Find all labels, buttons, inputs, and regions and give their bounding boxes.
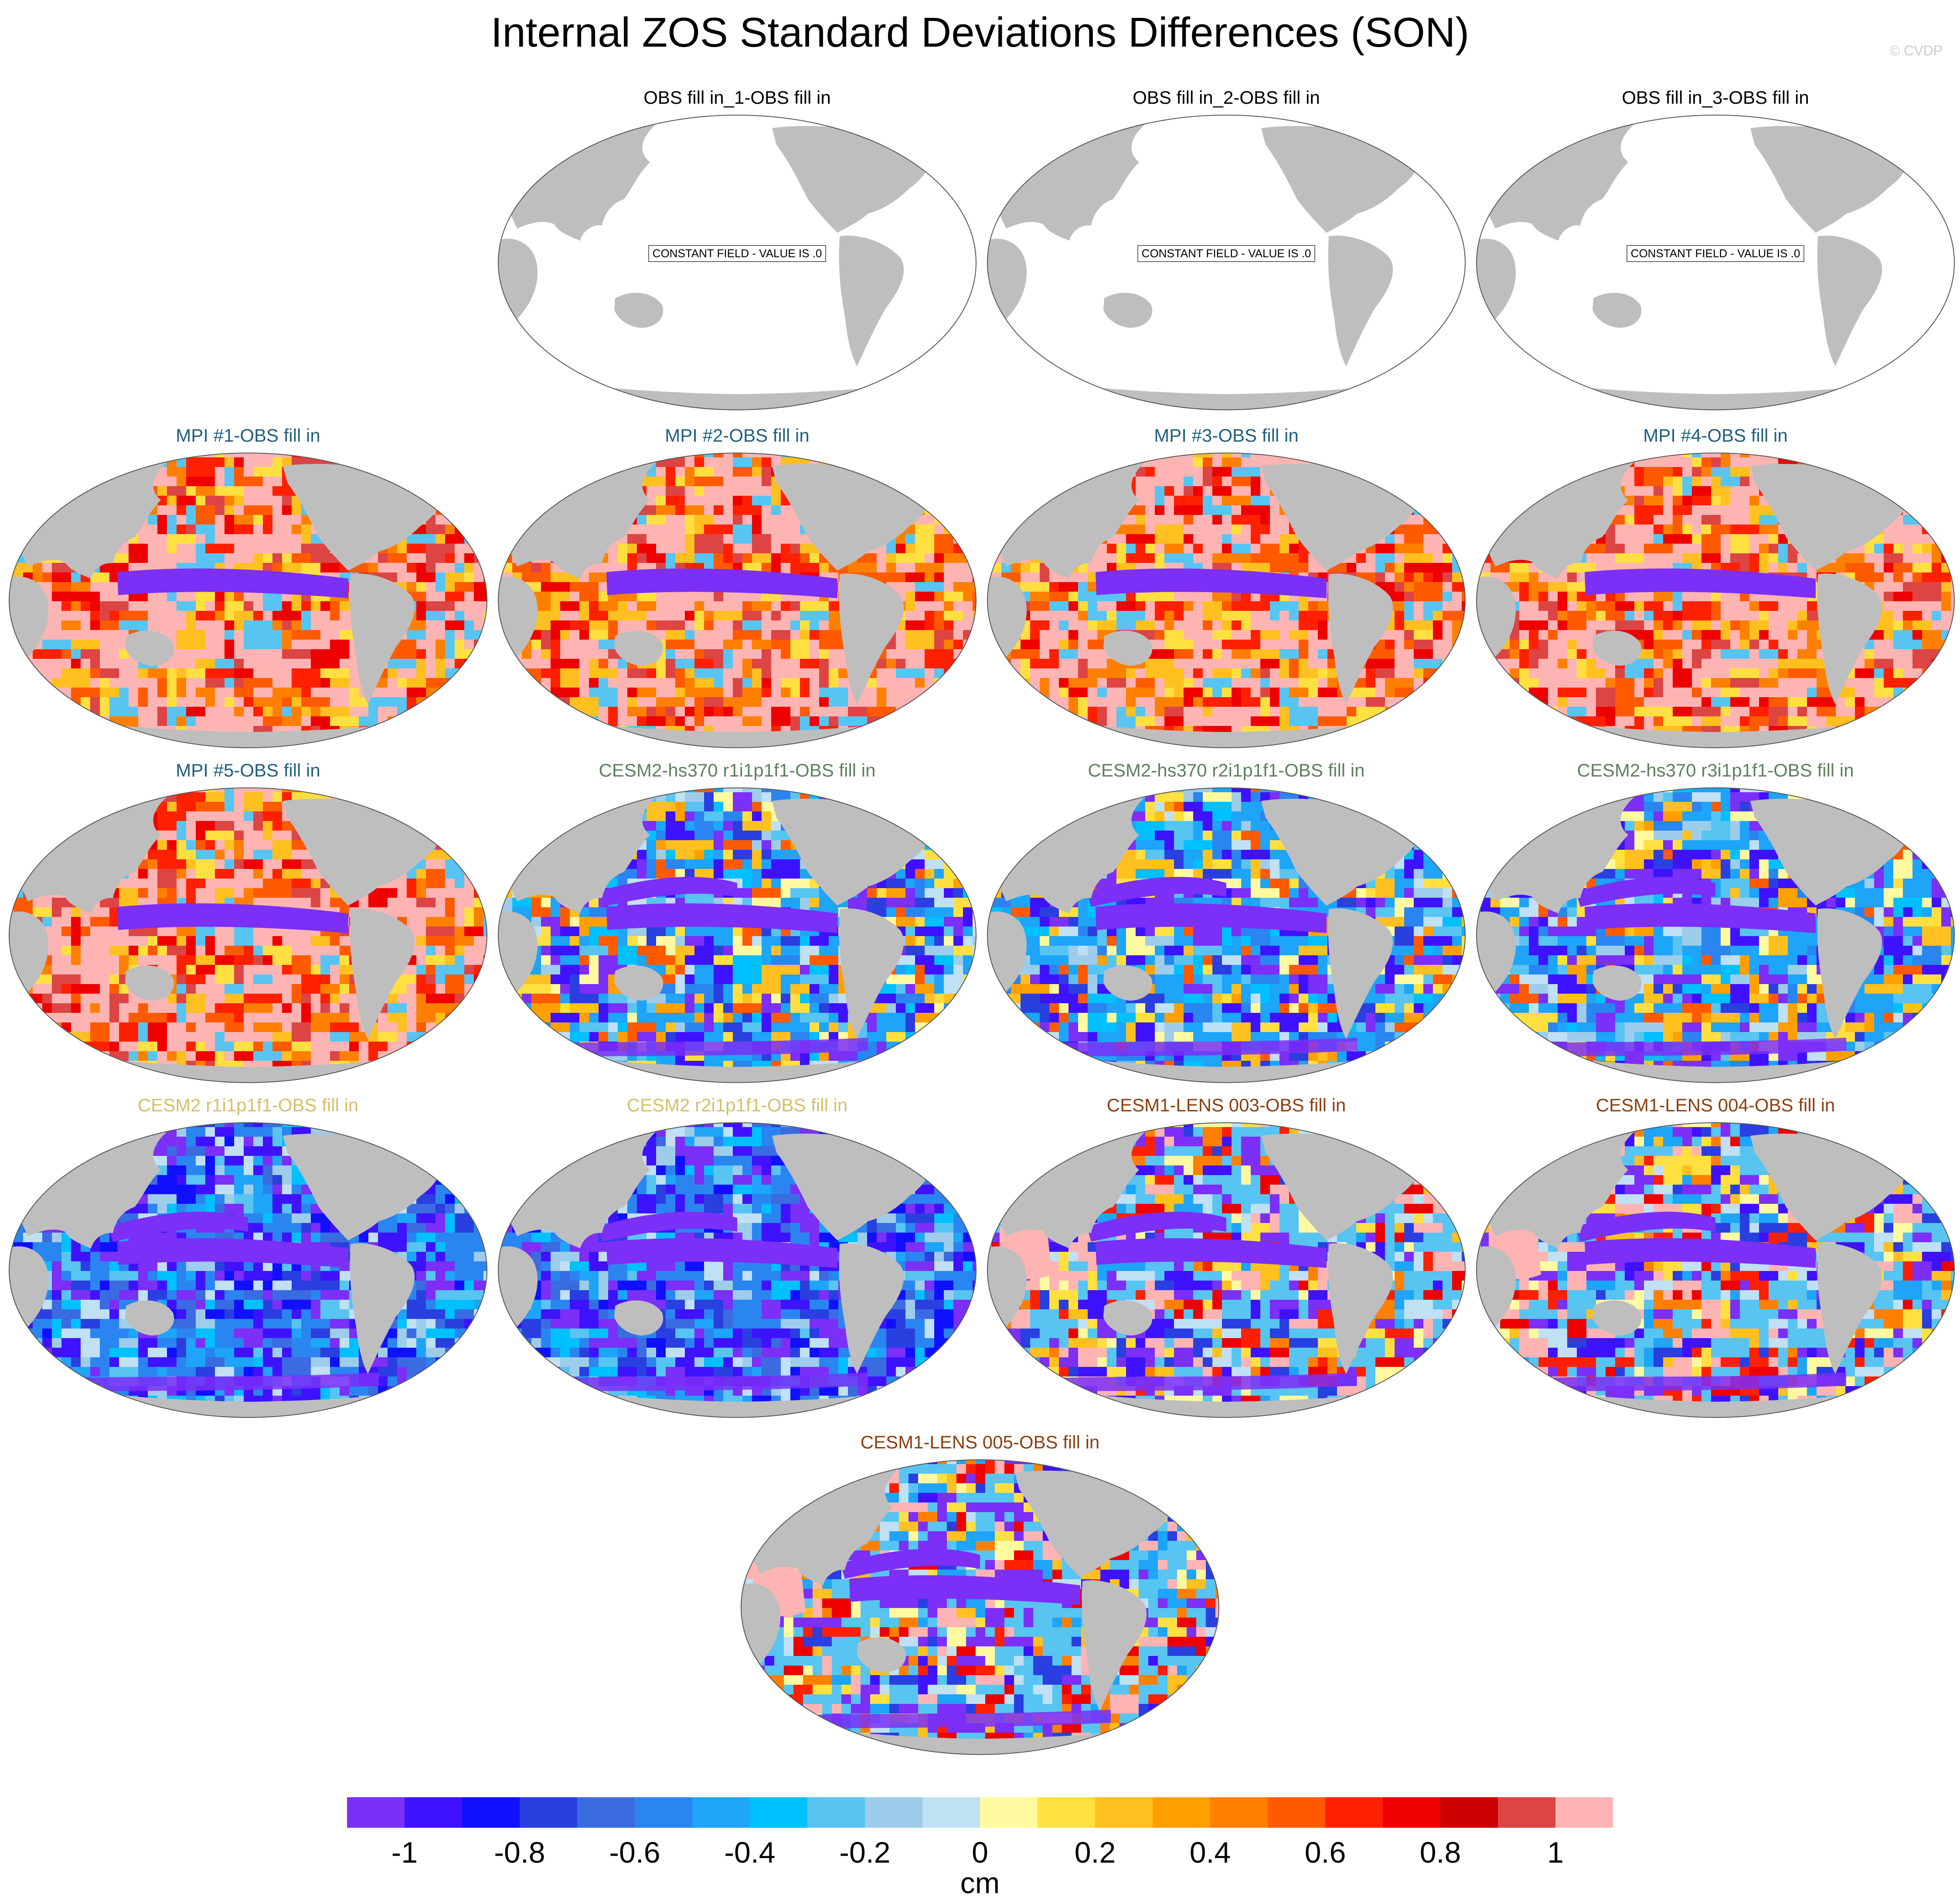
panel-title: CESM1-LENS 005-OBS fill in: [860, 1432, 1100, 1452]
colorbar-swatch: [692, 1797, 750, 1828]
world-map: [9, 1122, 487, 1418]
cvdp-credit: © CVDP: [1889, 43, 1943, 58]
panel-title: CESM2-hs370 r1i1p1f1-OBS fill in: [599, 760, 876, 780]
world-map: [987, 453, 1466, 748]
panel-title: CESM2 r2i1p1f1-OBS fill in: [626, 1095, 848, 1115]
constant-field-label: CONSTANT FIELD - VALUE IS .0: [982, 245, 1470, 262]
colorbar-swatch: [1440, 1797, 1498, 1828]
colorbar-tick-label: 0.2: [1074, 1836, 1116, 1869]
colorbar-tick-label: 0: [972, 1836, 988, 1869]
panel-cesm1-lens-005: CESM1-LENS 005-OBS fill in: [736, 1430, 1224, 1775]
colorbar-swatch: [1095, 1797, 1153, 1828]
panel-mpi-5: MPI #5-OBS fill in: [4, 758, 492, 1103]
colorbar-tick-label: 0.4: [1189, 1836, 1231, 1869]
colorbar-tick-label: -1: [391, 1836, 418, 1869]
colorbar-tick-label: 0.8: [1419, 1836, 1461, 1869]
world-map: [498, 787, 977, 1083]
colorbar-tick-label: 0.6: [1304, 1836, 1346, 1869]
panel-title: OBS fill in_2-OBS fill in: [1133, 87, 1320, 108]
world-map: [1476, 787, 1955, 1083]
world-map: [498, 1122, 977, 1418]
colorbar-swatch: [922, 1797, 980, 1828]
colorbar-tick-label: -0.8: [494, 1836, 545, 1869]
panel-obs-fill-in-2: OBS fill in_2-OBS fill in CONSTANT FIELD…: [982, 85, 1470, 430]
panel-mpi-2: MPI #2-OBS fill in: [493, 423, 981, 768]
colorbar-tick-label: 1: [1547, 1836, 1564, 1869]
panel-obs-fill-in-3: OBS fill in_3-OBS fill in CONSTANT FIELD…: [1471, 85, 1960, 430]
colorbar: [347, 1797, 1613, 1828]
world-map: [1476, 1122, 1955, 1418]
panel-title: OBS fill in_3-OBS fill in: [1622, 87, 1809, 108]
world-map: [1476, 115, 1955, 410]
panel-title: OBS fill in_1-OBS fill in: [643, 87, 831, 108]
constant-field-label: CONSTANT FIELD - VALUE IS .0: [1471, 245, 1960, 262]
colorbar-swatch: [635, 1797, 693, 1828]
panel-title: MPI #1-OBS fill in: [176, 425, 320, 446]
colorbar-swatch: [980, 1797, 1038, 1828]
panel-cesm1-lens-003: CESM1-LENS 003-OBS fill in: [982, 1093, 1470, 1438]
world-map: [987, 787, 1466, 1083]
colorbar-swatch: [405, 1797, 463, 1828]
panel-cesm2-hs370-r1: CESM2-hs370 r1i1p1f1-OBS fill in: [493, 758, 981, 1103]
colorbar-swatch: [1038, 1797, 1096, 1828]
colorbar-swatch: [1268, 1797, 1326, 1828]
world-map: [498, 115, 977, 410]
panel-title: MPI #5-OBS fill in: [176, 760, 320, 780]
world-map: [987, 115, 1466, 410]
colorbar-swatch: [577, 1797, 635, 1828]
colorbar-swatch: [1325, 1797, 1383, 1828]
panel-title: CESM2-hs370 r3i1p1f1-OBS fill in: [1577, 760, 1854, 780]
colorbar-units-label: cm: [960, 1867, 1000, 1900]
panel-cesm2-r1: CESM2 r1i1p1f1-OBS fill in: [4, 1093, 492, 1438]
panel-title: CESM1-LENS 004-OBS fill in: [1596, 1095, 1835, 1115]
panel-mpi-3: MPI #3-OBS fill in: [982, 423, 1470, 768]
page-title: Internal ZOS Standard Deviations Differe…: [490, 9, 1470, 56]
world-map: [987, 1122, 1466, 1418]
colorbar-swatch: [520, 1797, 578, 1828]
world-map: [741, 1459, 1219, 1755]
colorbar-swatch: [807, 1797, 865, 1828]
colorbar-tick-label: -0.2: [839, 1836, 891, 1869]
colorbar-swatch: [462, 1797, 520, 1828]
world-map: [9, 453, 487, 748]
constant-field-label: CONSTANT FIELD - VALUE IS .0: [493, 245, 981, 262]
colorbar-swatch: [1498, 1797, 1556, 1828]
colorbar-tick-label: -0.6: [609, 1836, 660, 1869]
world-map: [498, 453, 977, 748]
colorbar-swatch: [1555, 1797, 1613, 1828]
colorbar-swatch: [1210, 1797, 1268, 1828]
world-map: [1476, 453, 1955, 748]
colorbar-swatch: [865, 1797, 923, 1828]
panel-title: CESM2 r1i1p1f1-OBS fill in: [137, 1095, 359, 1115]
panel-title: MPI #3-OBS fill in: [1154, 425, 1299, 446]
panel-title: MPI #4-OBS fill in: [1643, 425, 1788, 446]
colorbar-swatch: [1383, 1797, 1441, 1828]
world-map: [9, 787, 487, 1083]
panel-title: CESM1-LENS 003-OBS fill in: [1106, 1095, 1346, 1115]
colorbar-swatch: [1153, 1797, 1211, 1828]
panel-title: MPI #2-OBS fill in: [665, 425, 810, 446]
colorbar-tick-label: -0.4: [724, 1836, 776, 1869]
panel-cesm2-r2: CESM2 r2i1p1f1-OBS fill in: [493, 1093, 981, 1438]
panel-cesm2-hs370-r2: CESM2-hs370 r2i1p1f1-OBS fill in: [982, 758, 1470, 1103]
panel-mpi-4: MPI #4-OBS fill in: [1471, 423, 1960, 768]
colorbar-swatch: [347, 1797, 405, 1828]
panel-cesm2-hs370-r3: CESM2-hs370 r3i1p1f1-OBS fill in: [1471, 758, 1960, 1103]
panel-mpi-1: MPI #1-OBS fill in: [4, 423, 492, 768]
colorbar-swatch: [750, 1797, 808, 1828]
panel-cesm1-lens-004: CESM1-LENS 004-OBS fill in: [1471, 1093, 1960, 1438]
panel-obs-fill-in-1: OBS fill in_1-OBS fill in CONSTANT FIELD…: [493, 85, 981, 430]
panel-title: CESM2-hs370 r2i1p1f1-OBS fill in: [1088, 760, 1365, 780]
